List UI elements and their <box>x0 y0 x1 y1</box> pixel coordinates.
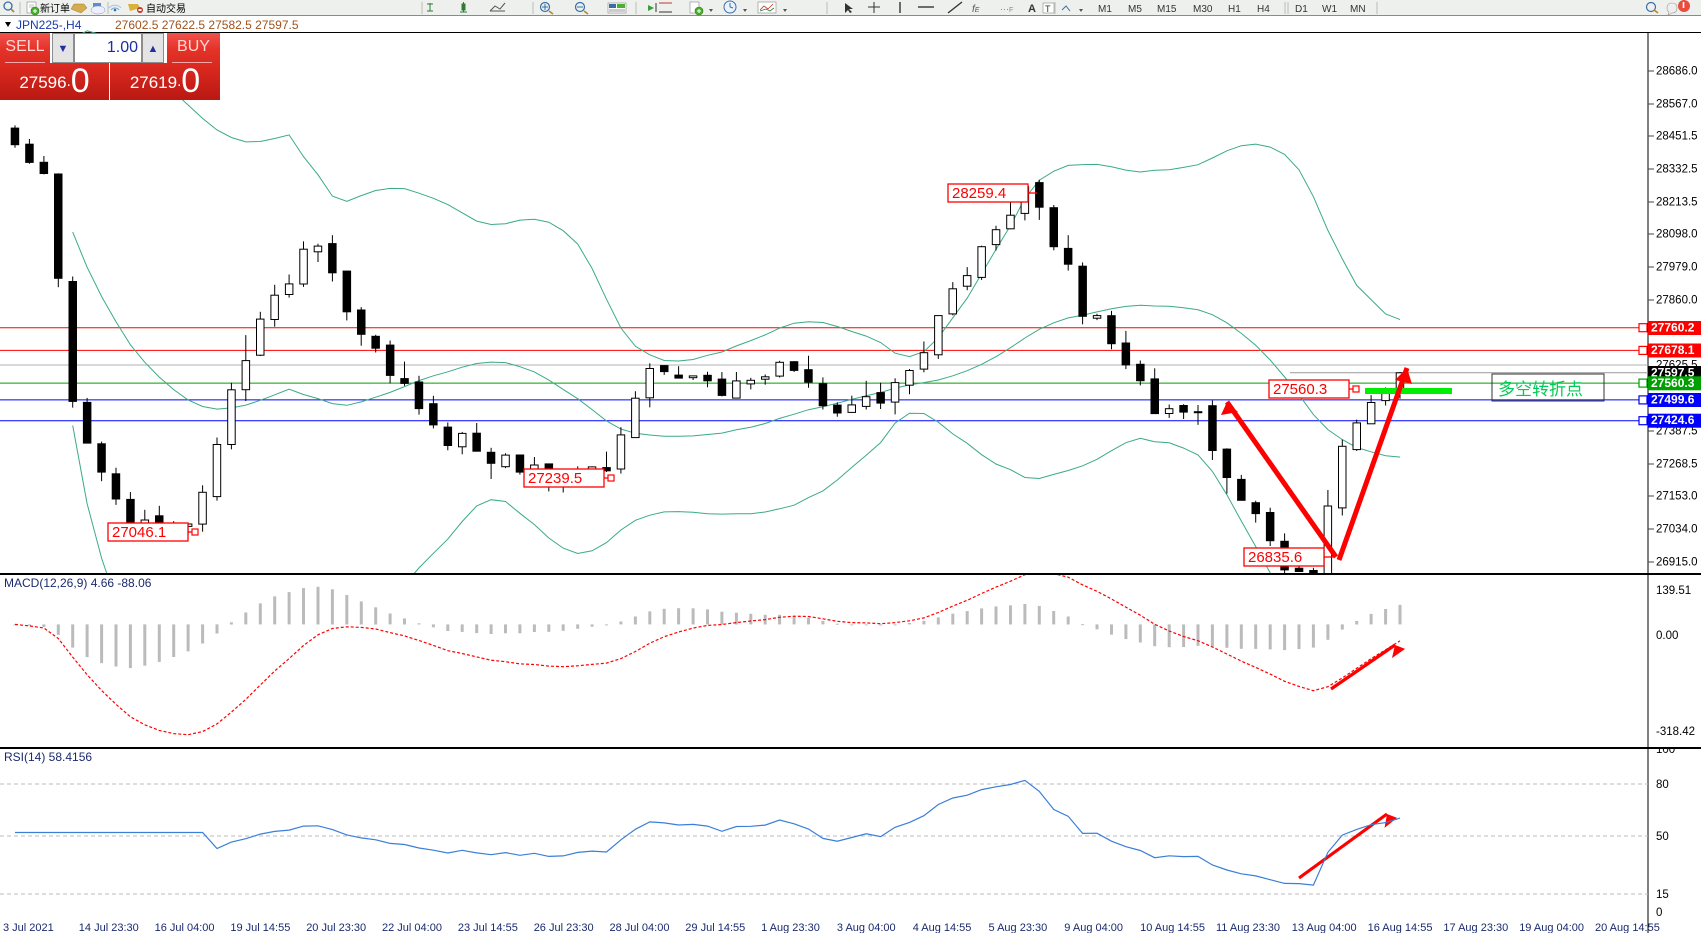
svg-text:27034.0: 27034.0 <box>1656 524 1698 536</box>
svg-text:27979.0: 27979.0 <box>1656 262 1698 274</box>
svg-text:RSI(14) 58.4156: RSI(14) 58.4156 <box>4 750 92 764</box>
svg-text:13 Aug 04:00: 13 Aug 04:00 <box>1292 922 1357 933</box>
svg-text:28567.0: 28567.0 <box>1656 99 1698 111</box>
svg-text:⋯F: ⋯F <box>1000 4 1013 14</box>
svg-text:H1: H1 <box>1228 4 1241 15</box>
svg-text:-318.42: -318.42 <box>1656 726 1695 738</box>
svg-text:11 Aug 23:30: 11 Aug 23:30 <box>1216 922 1280 933</box>
svg-text:28 Jul 04:00: 28 Jul 04:00 <box>610 922 670 933</box>
svg-text:W1: W1 <box>1322 4 1337 15</box>
svg-text:28451.5: 28451.5 <box>1656 131 1698 143</box>
svg-text:A: A <box>1028 3 1036 15</box>
svg-text:27678.1: 27678.1 <box>1651 343 1695 357</box>
svg-text:27046.1: 27046.1 <box>112 524 166 541</box>
svg-text:H4: H4 <box>1257 4 1270 15</box>
svg-text:M15: M15 <box>1157 4 1177 15</box>
svg-text:26 Jul 23:30: 26 Jul 23:30 <box>534 922 594 933</box>
svg-text:27499.6: 27499.6 <box>1651 393 1695 407</box>
svg-text:T: T <box>1045 4 1051 14</box>
svg-text:fE: fE <box>972 4 980 15</box>
svg-text:28686.0: 28686.0 <box>1656 66 1698 78</box>
svg-text:50: 50 <box>1656 831 1669 843</box>
svg-text:自动交易: 自动交易 <box>146 2 186 15</box>
svg-text:14 Jul 23:30: 14 Jul 23:30 <box>79 922 139 933</box>
svg-text:28332.5: 28332.5 <box>1656 164 1698 176</box>
svg-text:27602.5 27622.5 27582.5 27597.: 27602.5 27622.5 27582.5 27597.5 <box>115 18 299 32</box>
svg-text:多空转折点: 多空转折点 <box>1498 380 1583 399</box>
svg-text:JPN225-,H4: JPN225-,H4 <box>16 18 82 32</box>
svg-text:27560.3: 27560.3 <box>1651 376 1695 390</box>
svg-text:10 Aug 14:55: 10 Aug 14:55 <box>1140 922 1205 933</box>
svg-text:0: 0 <box>1656 907 1662 919</box>
svg-text:4 Aug 14:55: 4 Aug 14:55 <box>913 922 972 933</box>
svg-text:28259.4: 28259.4 <box>952 185 1006 202</box>
svg-text:16 Aug 14:55: 16 Aug 14:55 <box>1368 922 1433 933</box>
svg-text:16 Jul 04:00: 16 Jul 04:00 <box>155 922 215 933</box>
svg-text:100: 100 <box>1656 749 1675 756</box>
svg-text:27560.3: 27560.3 <box>1273 381 1327 398</box>
svg-text:M5: M5 <box>1128 4 1142 15</box>
svg-text:5 Aug 23:30: 5 Aug 23:30 <box>989 922 1048 933</box>
svg-text:M30: M30 <box>1193 4 1213 15</box>
svg-text:1 Aug 23:30: 1 Aug 23:30 <box>761 922 820 933</box>
svg-text:20 Jul 23:30: 20 Jul 23:30 <box>306 922 366 933</box>
svg-text:28213.5: 28213.5 <box>1656 197 1698 209</box>
svg-text:23 Jul 14:55: 23 Jul 14:55 <box>458 922 518 933</box>
svg-text:3 Jul 2021: 3 Jul 2021 <box>3 922 54 933</box>
svg-text:19 Aug 04:00: 19 Aug 04:00 <box>1519 922 1584 933</box>
svg-text:3 Aug 04:00: 3 Aug 04:00 <box>837 922 896 933</box>
svg-text:17 Aug 23:30: 17 Aug 23:30 <box>1443 922 1508 933</box>
svg-text:27268.5: 27268.5 <box>1656 459 1698 471</box>
svg-text:20 Aug 14:55: 20 Aug 14:55 <box>1595 922 1660 933</box>
svg-text:29 Jul 14:55: 29 Jul 14:55 <box>685 922 745 933</box>
svg-text:15: 15 <box>1656 889 1669 901</box>
svg-text:M1: M1 <box>1098 4 1112 15</box>
svg-text:27424.6: 27424.6 <box>1651 413 1695 427</box>
svg-text:80: 80 <box>1656 779 1669 791</box>
svg-text:D1: D1 <box>1295 4 1308 15</box>
svg-text:27153.0: 27153.0 <box>1656 491 1698 503</box>
svg-text:26835.6: 26835.6 <box>1248 549 1302 566</box>
svg-text:26915.0: 26915.0 <box>1656 557 1698 569</box>
svg-text:新订单: 新订单 <box>40 2 70 15</box>
svg-text:MACD(12,26,9) 4.66 -88.06: MACD(12,26,9) 4.66 -88.06 <box>4 576 152 590</box>
svg-text:9 Aug 04:00: 9 Aug 04:00 <box>1064 922 1123 933</box>
svg-text:28098.0: 28098.0 <box>1656 229 1698 241</box>
svg-text:MN: MN <box>1350 4 1366 15</box>
svg-text:0.00: 0.00 <box>1656 630 1678 642</box>
svg-text:22 Jul 04:00: 22 Jul 04:00 <box>382 922 442 933</box>
svg-text:139.51: 139.51 <box>1656 585 1691 597</box>
svg-text:27860.0: 27860.0 <box>1656 295 1698 307</box>
svg-text:19 Jul 14:55: 19 Jul 14:55 <box>230 922 290 933</box>
svg-text:27239.5: 27239.5 <box>528 470 582 487</box>
svg-text:27760.2: 27760.2 <box>1651 321 1695 335</box>
